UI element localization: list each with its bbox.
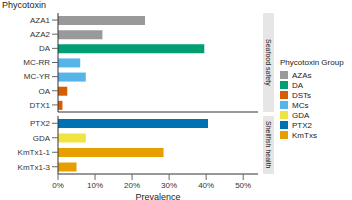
html-text:Seafood safety: Seafood safety	[265, 39, 272, 86]
svg-text:PTX2: PTX2	[30, 119, 51, 128]
svg-text:AZA2: AZA2	[30, 30, 51, 39]
svg-text:Prevalence: Prevalence	[135, 192, 180, 200]
svg-text:50%: 50%	[235, 181, 251, 190]
html-text:Phycotoxin: Phycotoxin	[2, 0, 46, 10]
html-text:MCs: MCs	[292, 100, 309, 110]
html-text:GDA: GDA	[292, 110, 310, 120]
svg-text:DTX1: DTX1	[30, 101, 51, 110]
svg-text:0%: 0%	[52, 181, 64, 190]
svg-text:MC-YR: MC-YR	[24, 72, 50, 81]
svg-text:GDA: GDA	[33, 134, 51, 143]
svg-text:30%: 30%	[161, 181, 177, 190]
svg-text:MC-RR: MC-RR	[23, 58, 50, 67]
html-text:Shellfish health: Shellfish health	[265, 121, 272, 169]
svg-text:40%: 40%	[198, 181, 214, 190]
svg-text:AZA1: AZA1	[30, 16, 51, 25]
svg-text:KmTx1-3: KmTx1-3	[18, 163, 51, 172]
svg-text:10%: 10%	[87, 181, 103, 190]
html-text:PTX2: PTX2	[292, 120, 312, 130]
svg-text:KmTx1-1: KmTx1-1	[18, 148, 51, 157]
html-text:DA: DA	[292, 80, 304, 90]
html-text:DSTs: DSTs	[292, 90, 312, 100]
html-text:AZAs: AZAs	[292, 70, 312, 80]
svg-text:DA: DA	[39, 44, 51, 53]
html-text:KmTxs: KmTxs	[292, 130, 317, 140]
html-text:Phycotoxin Group: Phycotoxin Group	[280, 58, 344, 67]
svg-text:OA: OA	[38, 87, 50, 96]
svg-text:20%: 20%	[124, 181, 140, 190]
